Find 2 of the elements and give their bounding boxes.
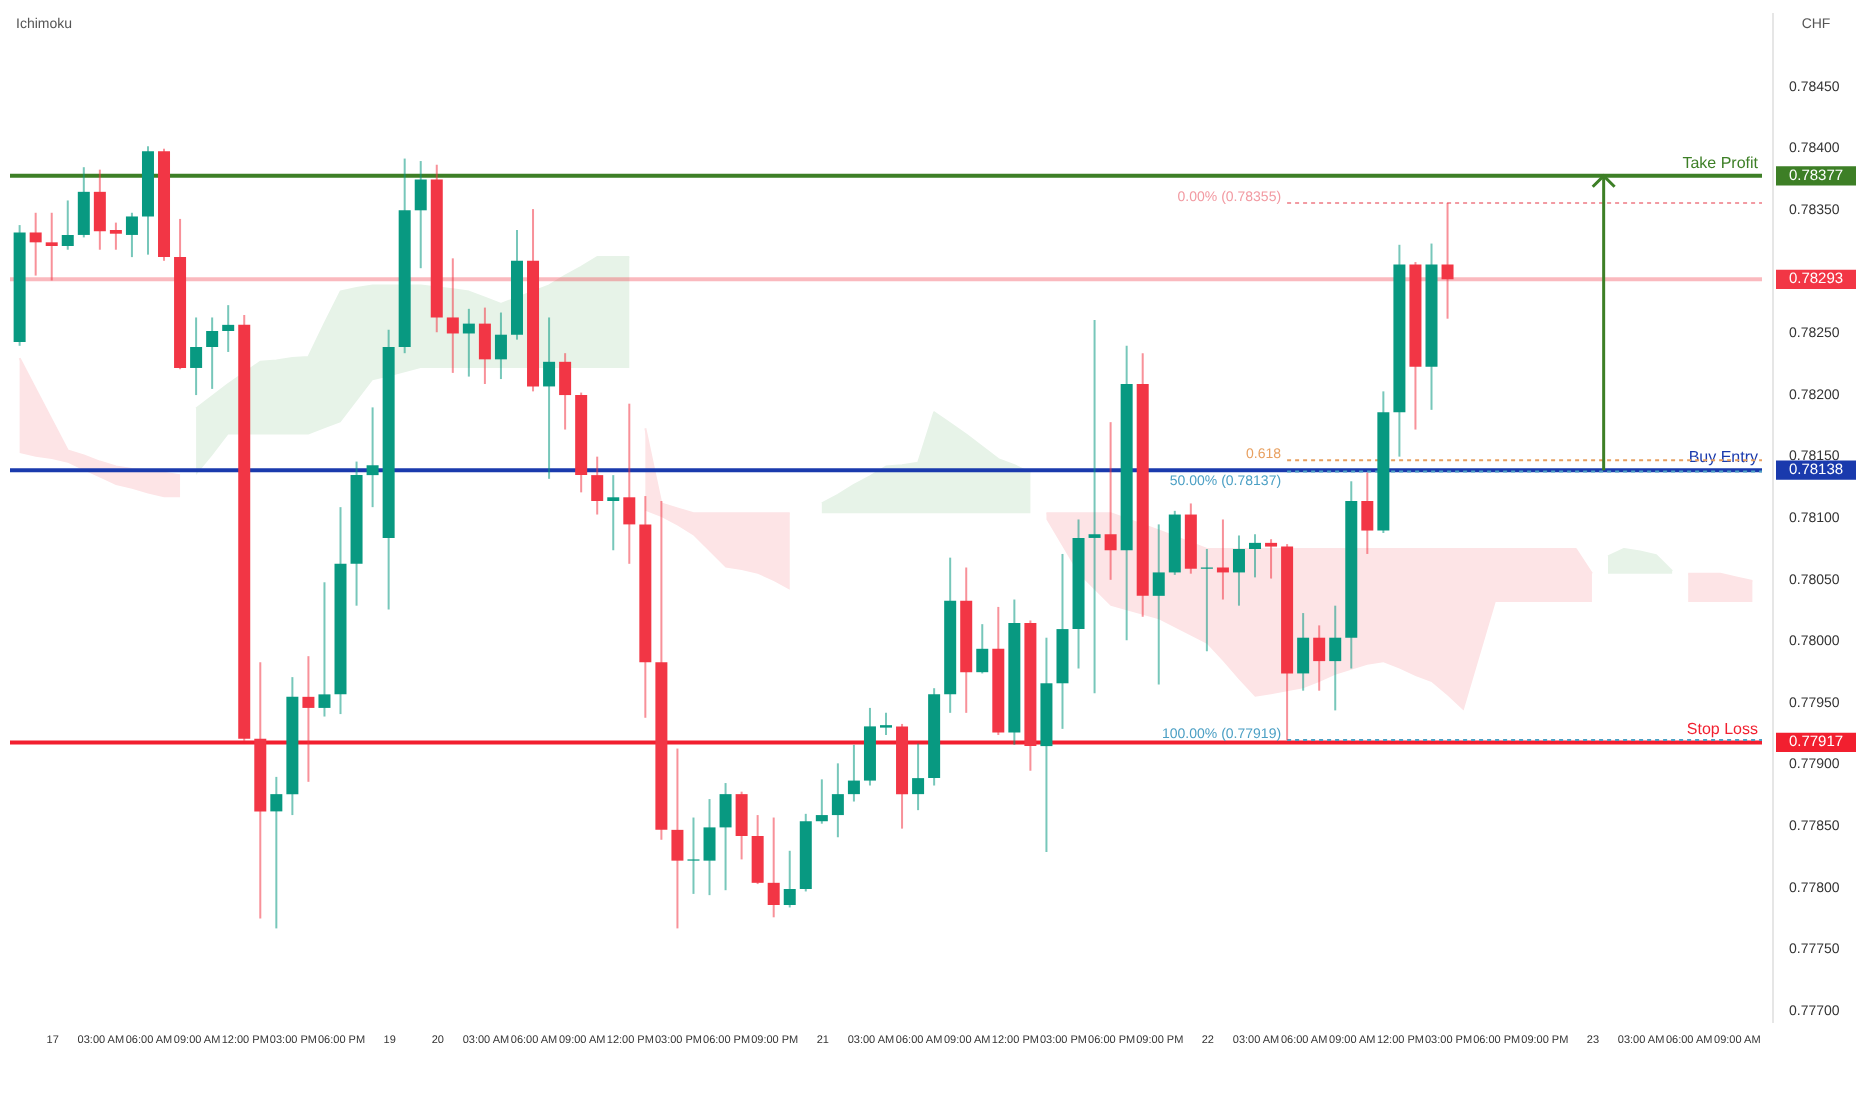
ref-line-label: Take Profit bbox=[1682, 153, 1760, 172]
ref-line-label: Stop Loss bbox=[1686, 720, 1758, 739]
